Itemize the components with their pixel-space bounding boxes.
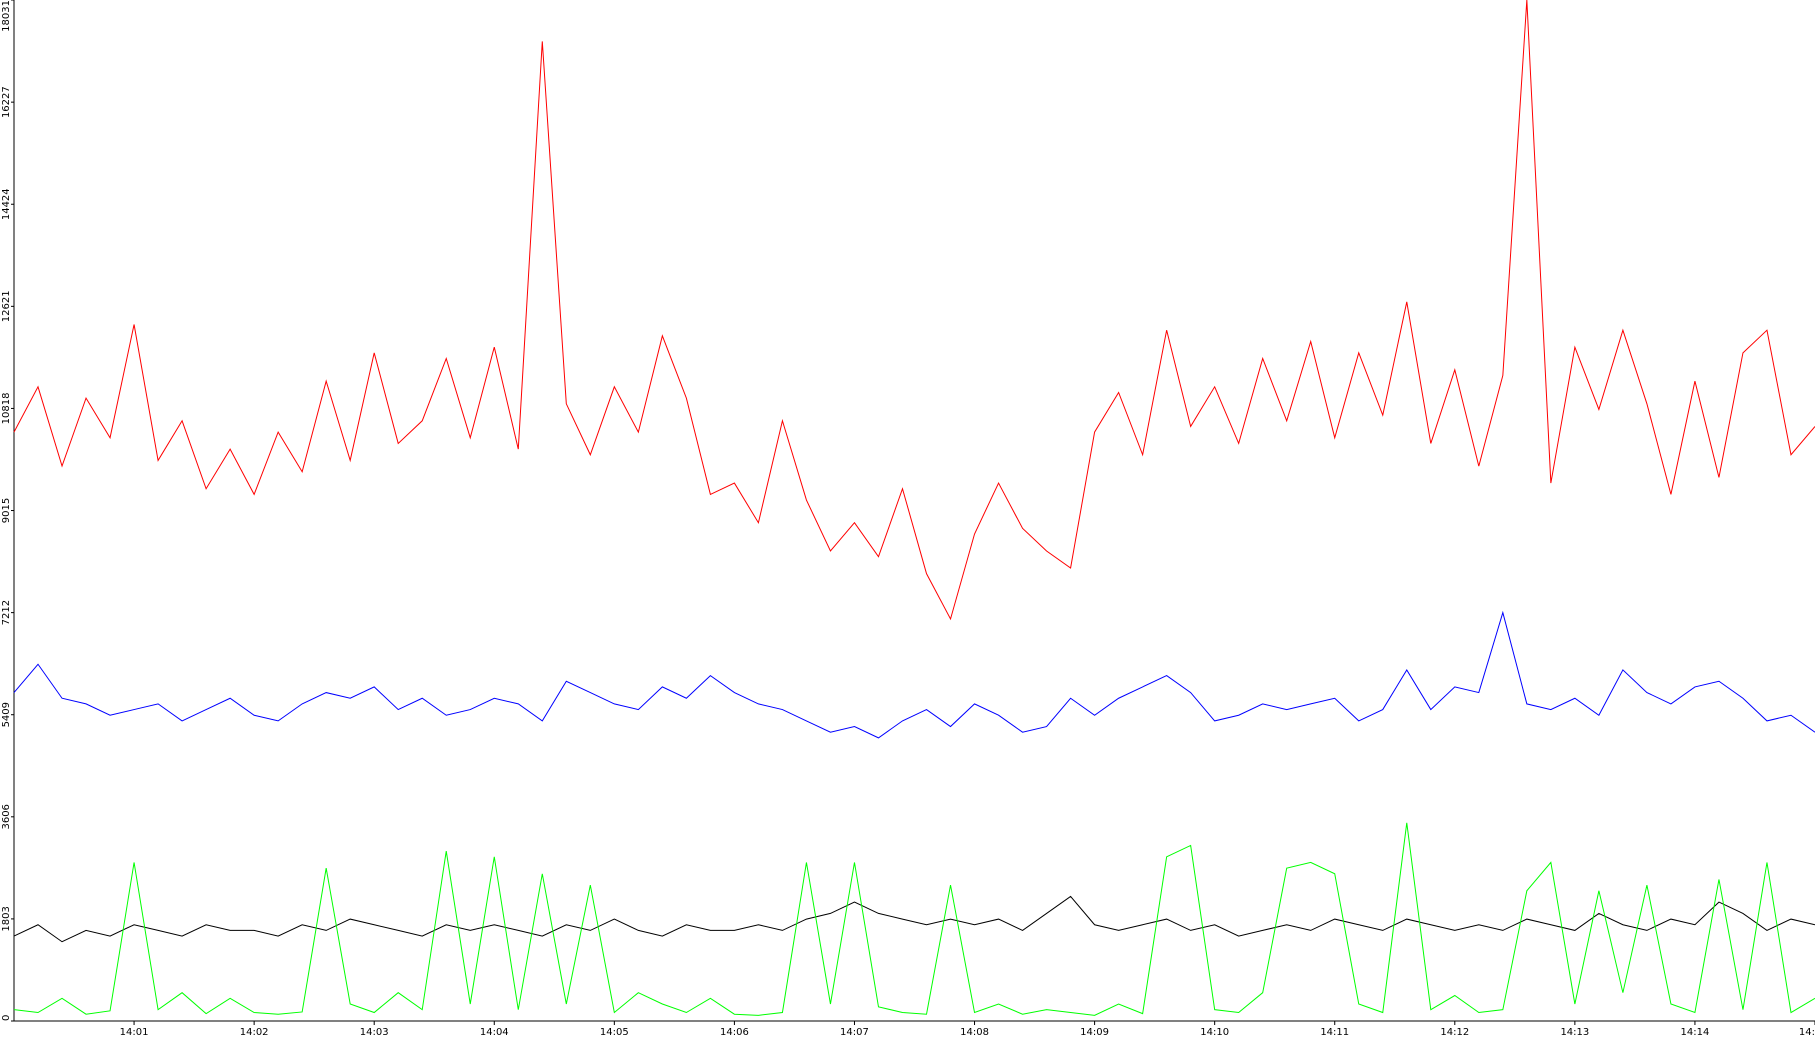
x-tick-label: 14:07 <box>840 1027 869 1038</box>
y-tick-label: 1803 <box>1 906 12 931</box>
x-tick-label: 14:03 <box>360 1027 389 1038</box>
x-tick-label: 14:11 <box>1320 1027 1349 1038</box>
y-tick-label: 14424 <box>1 188 12 220</box>
x-tick-label: 14:04 <box>480 1027 509 1038</box>
x-tick-label: 14:12 <box>1440 1027 1469 1038</box>
y-tick-label: 5409 <box>1 702 12 727</box>
x-tick-label: 14:06 <box>720 1027 749 1038</box>
x-tick-label: 14:08 <box>960 1027 989 1038</box>
y-tick-label: 7212 <box>1 600 12 625</box>
y-tick-label: 18031 <box>1 0 12 32</box>
series-line <box>13 822 1815 1016</box>
y-tick-label: 9015 <box>1 498 12 523</box>
x-tick-label: 14:10 <box>1200 1027 1229 1038</box>
y-tick-label: 12621 <box>1 290 12 322</box>
y-tick-label: 16227 <box>1 86 12 118</box>
x-tick-label: 14: <box>1799 1027 1815 1038</box>
x-tick-label: 14:14 <box>1681 1027 1710 1038</box>
x-tick-label: 14:05 <box>600 1027 629 1038</box>
x-tick-label: 14:02 <box>240 1027 269 1038</box>
x-tick-label: 14:01 <box>120 1027 149 1038</box>
y-tick-label: 0 <box>1 1015 12 1021</box>
series-line <box>13 610 1815 739</box>
series-line <box>13 0 1815 621</box>
y-tick-label: 3606 <box>1 804 12 829</box>
series-line <box>13 895 1815 943</box>
x-tick-label: 14:09 <box>1080 1027 1109 1038</box>
y-tick-label: 10818 <box>1 393 12 425</box>
x-tick-label: 14:13 <box>1560 1027 1589 1038</box>
